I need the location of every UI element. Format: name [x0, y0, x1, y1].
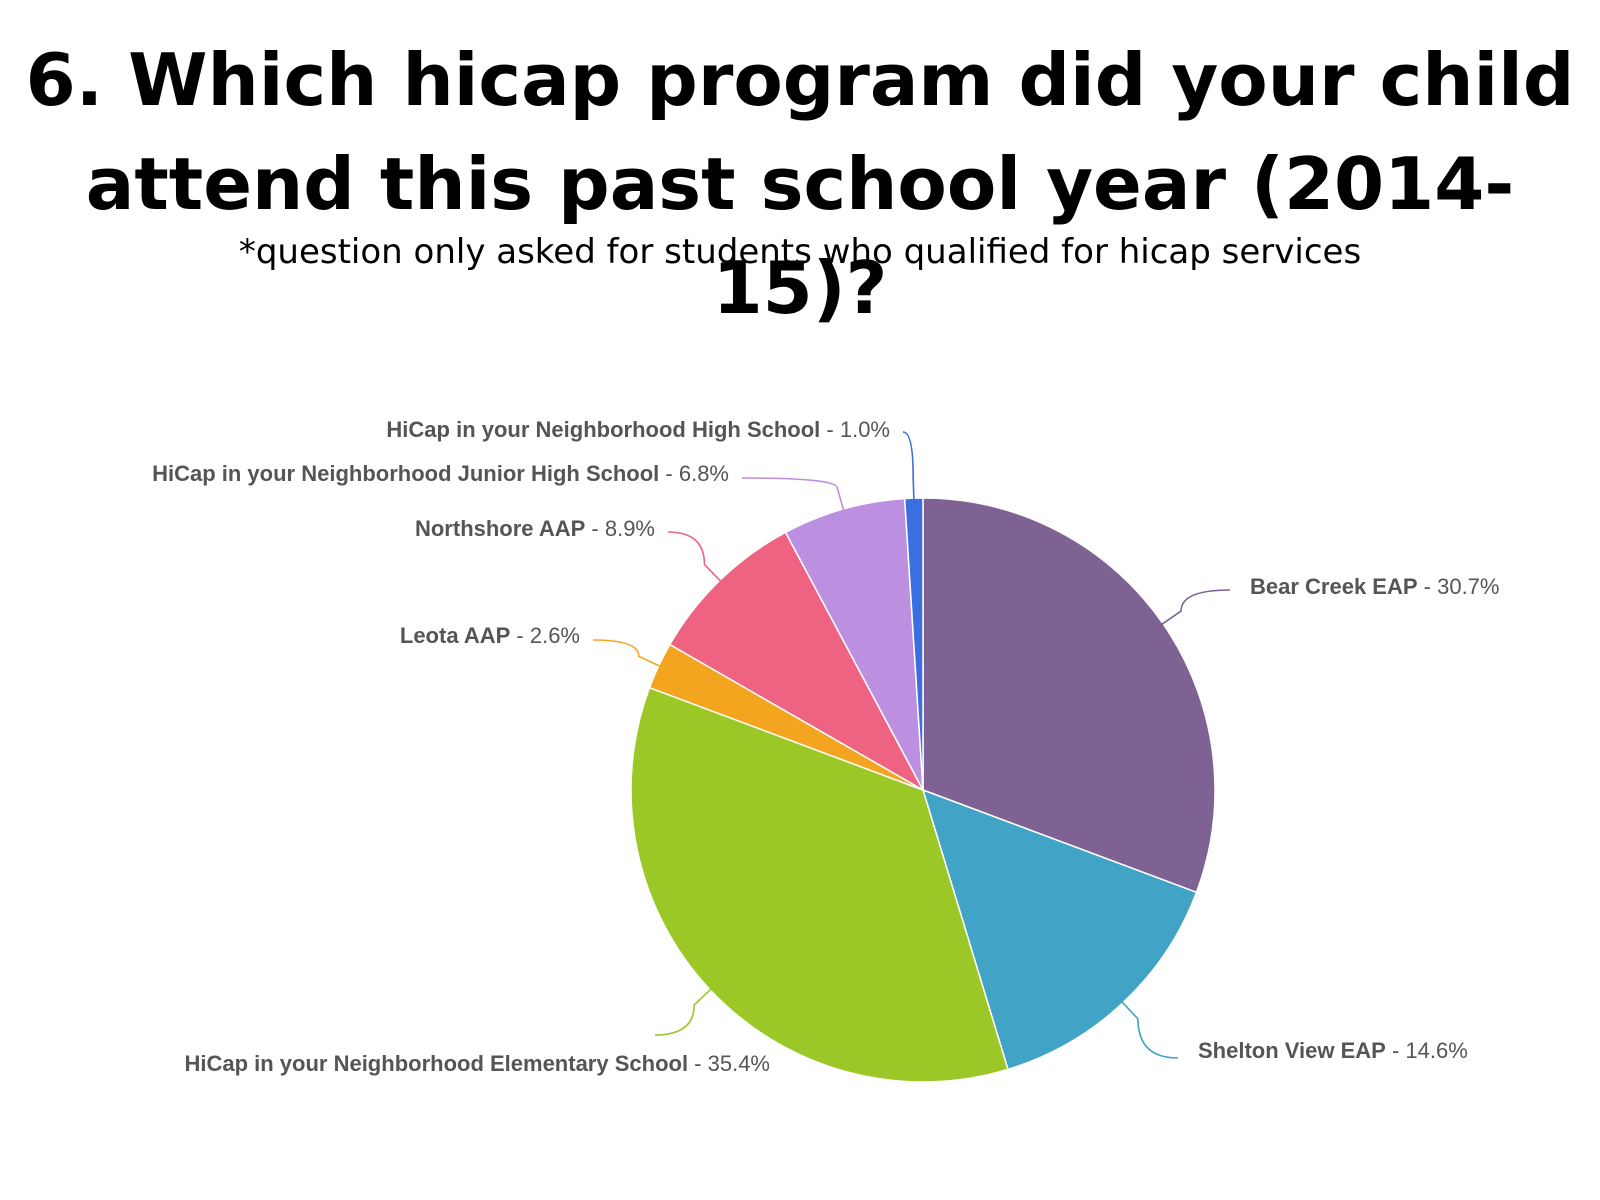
- pie-labels: Bear Creek EAP - 30.7% Shelton View EAP -…: [152, 417, 1499, 1076]
- slice-label-name: Bear Creek EAP: [1250, 574, 1418, 599]
- slice-label-hicap-in-your-neighborhood-elementary-school: HiCap in your Neighborhood Elementary Sc…: [184, 1051, 770, 1076]
- slide-title: 6. Which hicap program did your child at…: [0, 28, 1600, 340]
- pie-leader-lines: [592, 431, 1231, 1059]
- slice-label-hicap-in-your-neighborhood-junior-high-school: HiCap in your Neighborhood Junior High S…: [152, 461, 729, 486]
- leader-line-bear-creek-eap: [1154, 589, 1231, 630]
- leader-line-leota-aap: [592, 639, 669, 671]
- slice-label-hicap-in-your-neighborhood-high-school: HiCap in your Neighborhood High School -…: [386, 417, 890, 442]
- slice-label-value: - 14.6%: [1386, 1038, 1468, 1063]
- slice-label-value: - 2.6%: [510, 623, 580, 648]
- slice-label-northshore-aap: Northshore AAP - 8.9%: [415, 516, 655, 541]
- leader-line-hicap-in-your-neighborhood-elementary-school: [654, 982, 718, 1036]
- slice-label-shelton-view-eap: Shelton View EAP - 14.6%: [1198, 1038, 1468, 1063]
- slice-label-name: HiCap in your Neighborhood Junior High S…: [152, 461, 659, 486]
- pie-slices: [630, 497, 1216, 1083]
- leader-line-hicap-in-your-neighborhood-high-school: [902, 431, 915, 509]
- slice-label-value: - 8.9%: [585, 516, 655, 541]
- leader-line-shelton-view-eap: [1115, 995, 1179, 1059]
- slice-label-value: - 35.4%: [688, 1051, 770, 1076]
- slice-label-name: HiCap in your Neighborhood Elementary Sc…: [184, 1051, 688, 1076]
- slice-label-value: - 30.7%: [1418, 574, 1500, 599]
- leader-line-northshore-aap: [667, 531, 728, 589]
- slice-label-name: Northshore AAP: [415, 516, 585, 541]
- leader-line-hicap-in-your-neighborhood-junior-high-school: [741, 477, 847, 519]
- title-line-1: 6. Which hicap program did your child: [25, 38, 1575, 122]
- slice-label-name: HiCap in your Neighborhood High School: [386, 417, 820, 442]
- slice-label-leota-aap: Leota AAP - 2.6%: [400, 623, 580, 648]
- title-line-2: attend this past school year (2014-15)?: [85, 142, 1515, 330]
- slice-label-value: - 6.8%: [659, 461, 729, 486]
- slice-label-name: Leota AAP: [400, 623, 510, 648]
- slice-label-value: - 1.0%: [820, 417, 890, 442]
- slice-label-bear-creek-eap: Bear Creek EAP - 30.7%: [1250, 574, 1499, 599]
- slide-subtitle: *question only asked for students who qu…: [238, 232, 1362, 272]
- slice-label-name: Shelton View EAP: [1198, 1038, 1386, 1063]
